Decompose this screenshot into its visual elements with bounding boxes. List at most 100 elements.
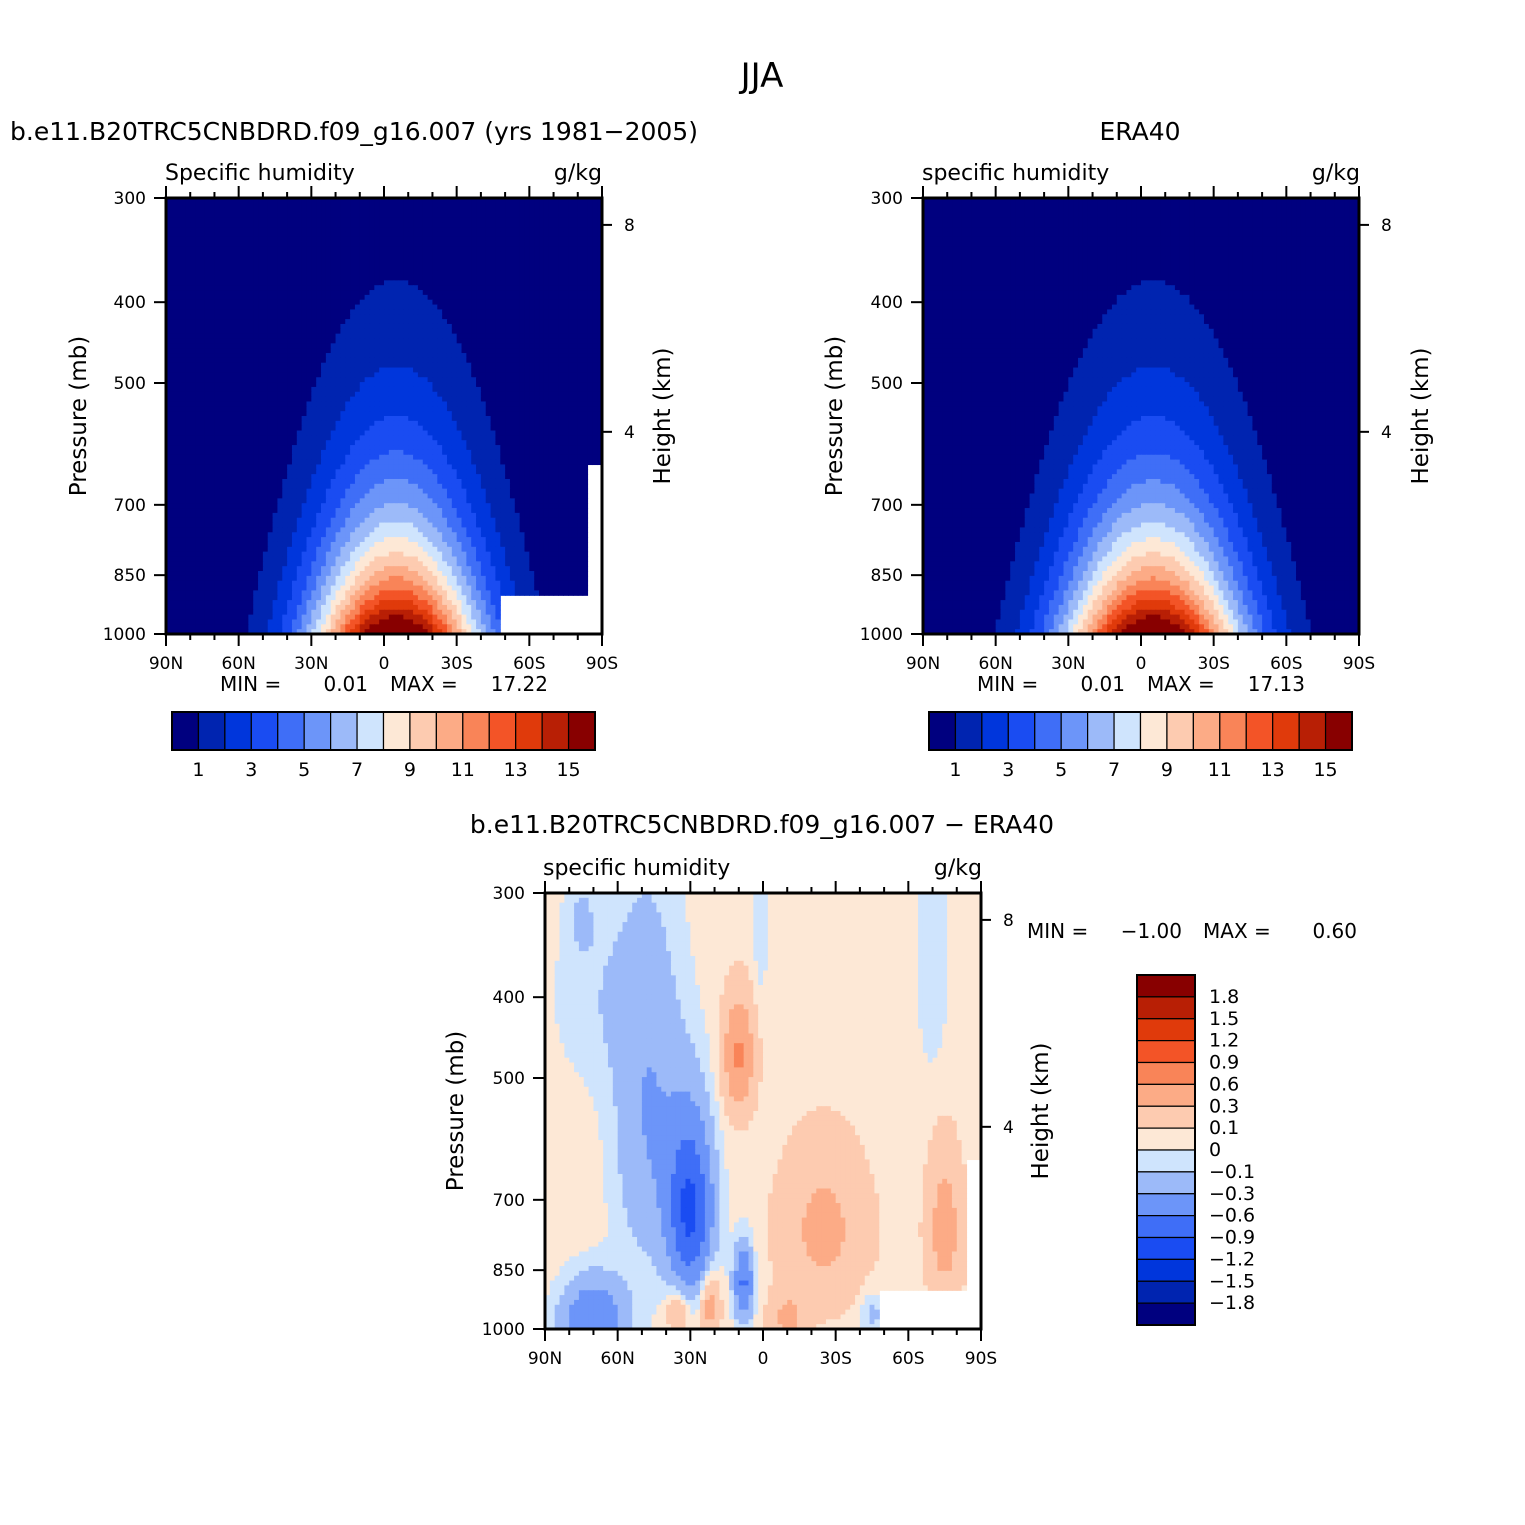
panel-model-field-cell <box>384 348 389 353</box>
panel-model-field-cell <box>515 426 520 431</box>
panel-model-field-cell <box>316 416 321 421</box>
panel-model-field-cell <box>292 411 297 416</box>
panel-model-field-cell <box>462 295 467 300</box>
panel-model-field-cell <box>297 353 302 358</box>
panel-model-field-cell <box>399 300 404 305</box>
panel-model-field-cell <box>563 338 568 343</box>
panel-model-field-cell <box>471 232 476 237</box>
panel-model-field-cell <box>549 421 554 426</box>
panel-model-field-cell <box>462 213 467 218</box>
panel-model-field-cell <box>292 368 297 373</box>
panel-model-field-cell <box>297 363 302 368</box>
panel-model-field-cell <box>534 314 539 319</box>
panel-model-field-cell <box>447 261 452 266</box>
panel-model-field-cell <box>331 208 336 213</box>
panel-model-field-cell <box>583 242 588 247</box>
panel-model-field-cell <box>554 421 559 426</box>
panel-model-field-cell <box>442 232 447 237</box>
panel-model-field-cell <box>520 387 525 392</box>
panel-model-field-cell <box>287 237 292 242</box>
panel-model-field-cell <box>379 246 384 251</box>
panel-model-field-cell <box>554 358 559 363</box>
panel-model-field-cell <box>253 416 258 421</box>
panel-model-field-cell <box>345 401 350 406</box>
panel-model-field-cell <box>462 329 467 334</box>
panel-model-field-cell <box>529 440 534 445</box>
panel-model-field-cell <box>457 387 462 392</box>
panel-model-field-cell <box>437 358 442 363</box>
panel-model-field-cell <box>360 319 365 324</box>
panel-model-field-cell <box>457 237 462 242</box>
panel-model-field-cell <box>399 242 404 247</box>
panel-model-field-cell <box>491 305 496 310</box>
panel-model-field-cell <box>437 353 442 358</box>
panel-model-field-cell <box>583 382 588 387</box>
panel-model-field-cell <box>297 406 302 411</box>
panel-model-field-cell <box>573 203 578 208</box>
panel-model-field-cell <box>336 295 341 300</box>
panel-model-field-cell <box>462 401 467 406</box>
panel-model-field-cell <box>554 435 559 440</box>
panel-model-field-cell <box>340 450 345 455</box>
panel-model-field-cell <box>190 266 195 271</box>
panel-model-field-cell <box>452 426 457 431</box>
panel-model-field-cell <box>326 242 331 247</box>
panel-model-field-cell <box>277 242 282 247</box>
panel-model-field-cell <box>583 261 588 266</box>
panel-model-field-cell <box>476 276 481 281</box>
panel-model-field-cell <box>239 285 244 290</box>
panel-model-field-cell <box>534 329 539 334</box>
panel-model-field-cell <box>476 435 481 440</box>
panel-model-field-cell <box>524 348 529 353</box>
panel-model-field-cell <box>554 285 559 290</box>
panel-model-field-cell <box>292 251 297 256</box>
panel-model-field-cell <box>306 280 311 285</box>
panel-model-field-cell <box>529 314 534 319</box>
panel-model-field-cell <box>568 421 573 426</box>
panel-model-field-cell <box>403 295 408 300</box>
panel-model-field-cell <box>403 363 408 368</box>
panel-model-field-cell <box>471 440 476 445</box>
panel-model-field-cell <box>491 227 496 232</box>
panel-model-field-cell <box>355 421 360 426</box>
panel-model-field-cell <box>413 450 418 455</box>
panel-model-field-cell <box>408 440 413 445</box>
panel-model-field-cell <box>268 343 273 348</box>
panel-model-field-cell <box>195 363 200 368</box>
panel-model-field-cell <box>520 271 525 276</box>
panel-model-field-cell <box>495 455 500 460</box>
panel-model-field-cell <box>369 208 374 213</box>
panel-model-field-cell <box>244 455 249 460</box>
panel-model-field-cell <box>544 305 549 310</box>
panel-model-field-cell <box>534 382 539 387</box>
panel-model-field-cell <box>452 242 457 247</box>
panel-model-field-cell <box>524 300 529 305</box>
panel-model-field-cell <box>510 276 515 281</box>
panel-model-field-cell <box>452 401 457 406</box>
panel-model-field-cell <box>244 416 249 421</box>
panel-model-field-cell <box>306 227 311 232</box>
panel-model-field-cell <box>321 314 326 319</box>
panel-model-field-cell <box>181 242 186 247</box>
panel-model-field-cell <box>520 426 525 431</box>
panel-model-field-cell <box>413 217 418 222</box>
panel-model-field-cell <box>558 387 563 392</box>
panel-model-field-cell <box>263 319 268 324</box>
panel-model-field-cell <box>471 251 476 256</box>
panel-model-field-cell <box>340 411 345 416</box>
panel-model-field-cell <box>437 324 442 329</box>
panel-model-field-cell <box>369 300 374 305</box>
panel-model-field-cell <box>316 338 321 343</box>
panel-model-field-cell <box>403 406 408 411</box>
panel-model-field-cell <box>520 309 525 314</box>
panel-model-field-cell <box>345 217 350 222</box>
panel-model-field-cell <box>452 368 457 373</box>
panel-model-field-cell <box>592 387 597 392</box>
panel-model-field-cell <box>345 203 350 208</box>
panel-model-field-cell <box>214 232 219 237</box>
panel-model-field-cell <box>587 382 592 387</box>
panel-model-field-cell <box>190 431 195 436</box>
panel-model-field-cell <box>282 353 287 358</box>
panel-model-field-cell <box>311 300 316 305</box>
panel-model-field-cell <box>452 300 457 305</box>
